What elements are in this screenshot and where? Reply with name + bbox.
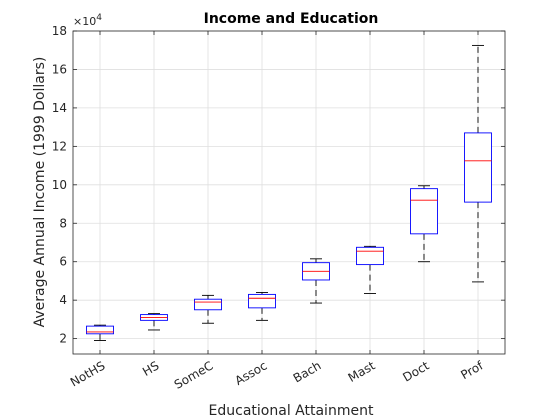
box-assoc bbox=[248, 292, 276, 321]
box-body bbox=[248, 293, 276, 309]
box-mast bbox=[356, 245, 384, 294]
axis-ticks bbox=[73, 30, 505, 354]
y-axis-label: Average Annual Income (1999 Dollars) bbox=[32, 57, 48, 328]
y-tick-label: 4 bbox=[59, 293, 67, 307]
y-tick-label: 6 bbox=[59, 255, 67, 269]
box-hs bbox=[140, 313, 168, 331]
y-tick-label: 18 bbox=[52, 24, 67, 38]
y-exponent-label: ×104 bbox=[73, 13, 102, 28]
box-body bbox=[410, 188, 438, 235]
box-body bbox=[194, 298, 222, 311]
y-tick-label: 8 bbox=[59, 216, 67, 230]
y-tick-label: 14 bbox=[52, 101, 67, 115]
box-noths bbox=[86, 324, 114, 341]
box-prof bbox=[464, 44, 492, 283]
plot-area bbox=[72, 30, 506, 355]
y-tick-label: 10 bbox=[52, 178, 67, 192]
axes-frame bbox=[72, 30, 506, 355]
y-exponent-base: ×10 bbox=[73, 15, 96, 28]
box-body bbox=[464, 132, 492, 203]
y-tick-label: 16 bbox=[52, 62, 67, 76]
box-body bbox=[356, 246, 384, 266]
y-exponent-power: 4 bbox=[96, 13, 102, 23]
box-doct bbox=[410, 185, 438, 263]
box-bach bbox=[302, 258, 330, 304]
y-tick-label: 12 bbox=[52, 139, 67, 153]
chart-title: Income and Education bbox=[204, 11, 379, 27]
axes-background bbox=[73, 31, 505, 354]
box-body bbox=[86, 325, 114, 335]
y-tick-label: 2 bbox=[59, 332, 67, 346]
box-somec bbox=[194, 294, 222, 324]
boxes bbox=[86, 44, 492, 341]
x-axis-label: Educational Attainment bbox=[209, 403, 374, 419]
